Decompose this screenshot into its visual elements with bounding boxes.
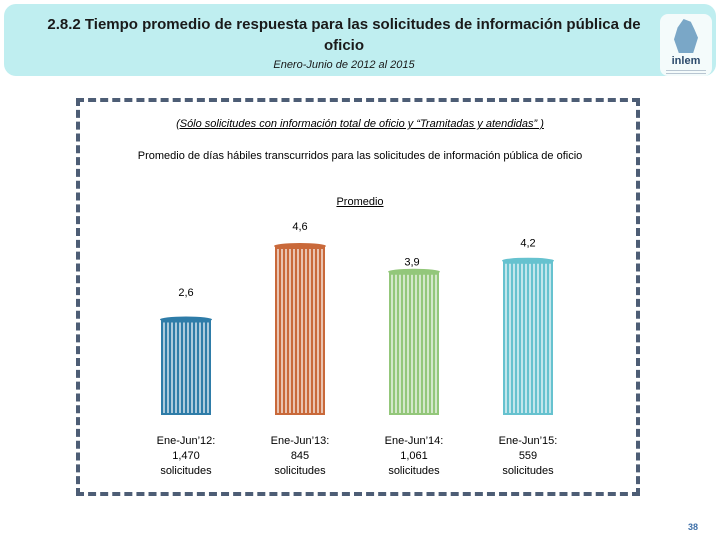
- category-label: 845: [291, 450, 309, 462]
- bar-cap: [160, 316, 212, 323]
- header-banner: 2.8.2 Tiempo promedio de respuesta para …: [4, 4, 716, 76]
- category-label: Ene-Jun’13:: [271, 435, 330, 447]
- data-label: 4,6: [292, 221, 307, 233]
- data-label: 4,2: [520, 238, 535, 250]
- category-label: 559: [519, 450, 537, 462]
- category-label: solicitudes: [160, 465, 212, 477]
- category-label: solicitudes: [388, 465, 440, 477]
- category-label: solicitudes: [274, 465, 326, 477]
- data-label: 2,6: [178, 287, 193, 299]
- logo-divider: [666, 73, 706, 74]
- page-number: 38: [688, 522, 699, 532]
- bar: [388, 268, 440, 415]
- category-label: Ene-Jun’12:: [157, 435, 216, 447]
- logo-divider: [666, 70, 706, 71]
- category-label: Ene-Jun’15:: [499, 435, 558, 447]
- bar-body: [503, 260, 553, 415]
- bar: [160, 316, 212, 415]
- page-subtitle: Enero-Junio de 2012 al 2015: [273, 59, 415, 71]
- category-label: 1,061: [400, 450, 428, 462]
- category-label: Ene-Jun’14:: [385, 435, 444, 447]
- chart-frame: [76, 98, 640, 496]
- logo-text: inlem: [671, 55, 701, 67]
- category-label: 1,470: [172, 450, 200, 462]
- bar-cap: [274, 243, 326, 249]
- bar-body: [161, 319, 211, 415]
- bar: [502, 257, 554, 415]
- logo: inlem: [660, 14, 712, 76]
- bar: [274, 243, 326, 415]
- data-label: 3,9: [404, 257, 419, 269]
- category-label: solicitudes: [502, 465, 554, 477]
- chart-title: Promedio de días hábiles transcurridos p…: [137, 150, 583, 162]
- page-title: 2.8.2 Tiempo promedio de respuesta para …: [47, 16, 641, 54]
- bar-cap: [502, 257, 554, 264]
- bar-body: [389, 271, 439, 415]
- chart-note: (Sólo solicitudes con información total …: [176, 118, 544, 130]
- chart-legend: Promedio: [336, 196, 384, 208]
- bar-body: [275, 246, 325, 415]
- bar-cap: [388, 268, 440, 275]
